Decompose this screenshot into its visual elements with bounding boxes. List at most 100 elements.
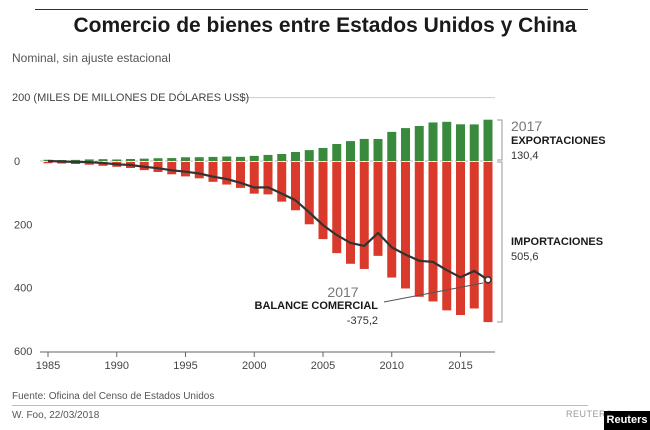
import-bar: [236, 162, 245, 188]
import-bar: [249, 162, 259, 194]
import-bar: [167, 162, 177, 175]
source-note: Fuente: Oficina del Censo de Estados Uni…: [12, 391, 215, 402]
y-axis-ticks: 0 200 400 600: [14, 156, 32, 358]
imports-label: IMPORTACIONES: [511, 236, 603, 248]
exports-value: 130,4: [511, 150, 539, 162]
x-tick-label: 1995: [173, 360, 197, 372]
import-bar: [57, 162, 67, 164]
export-bar: [318, 147, 328, 161]
export-bar: [98, 159, 108, 161]
import-bar: [318, 162, 328, 240]
x-axis: 1985 1990 1995 2000 2005 2010 2015: [36, 351, 495, 372]
x-tick-label: 1985: [36, 360, 60, 372]
export-bar: [222, 156, 232, 161]
export-bar: [208, 156, 218, 161]
export-bar: [442, 121, 452, 161]
exports-year: 2017: [511, 118, 542, 134]
export-bar: [43, 159, 53, 161]
gridlines: [40, 97, 495, 162]
exports-bracket: [497, 119, 503, 161]
export-bar: [139, 158, 149, 161]
export-bar: [167, 158, 177, 161]
export-bar: [387, 131, 397, 161]
x-tick-label: 2015: [448, 360, 472, 372]
balance-series: [47, 159, 492, 284]
import-bar: [373, 162, 383, 256]
import-bar: [291, 162, 300, 211]
export-bar: [483, 119, 493, 161]
chart-title: Comercio de bienes entre Estados Unidos …: [73, 14, 577, 37]
import-bar: [332, 162, 342, 254]
import-bar: [442, 162, 452, 311]
export-bar: [194, 157, 204, 161]
export-bar: [346, 141, 355, 161]
import-bar: [181, 162, 190, 177]
y-tick-label: 200: [14, 219, 32, 231]
export-bar: [373, 138, 383, 161]
import-bar: [346, 162, 355, 264]
chart-subtitle: Nominal, sin ajuste estacional: [12, 51, 171, 65]
export-bar: [359, 138, 369, 161]
import-bar: [483, 162, 493, 323]
export-bars: [43, 119, 493, 161]
balance-leader-line: [383, 282, 484, 303]
import-bar: [277, 162, 287, 202]
import-bar: [263, 162, 273, 195]
import-bar: [222, 162, 232, 185]
imports-bracket: [497, 161, 503, 323]
export-bar: [236, 156, 245, 161]
export-bar: [428, 122, 438, 161]
import-bar: [387, 162, 397, 278]
y-tick-label: 600: [14, 346, 32, 358]
import-bar: [414, 162, 424, 297]
import-bar: [469, 162, 479, 309]
imports-value: 505,6: [511, 251, 539, 263]
balance-value: -375,2: [347, 315, 378, 327]
balance-label: BALANCE COMERCIAL: [255, 300, 379, 312]
bottom-rule: [12, 405, 588, 406]
export-bar: [401, 128, 410, 161]
import-bar: [401, 162, 410, 289]
import-bar: [208, 162, 218, 182]
export-bar: [112, 159, 122, 161]
reuters-logo: Reuters: [604, 411, 650, 430]
import-bar: [359, 162, 369, 269]
x-tick-label: 2010: [380, 360, 404, 372]
import-bar: [456, 162, 465, 316]
y-tick-label: 0: [14, 156, 20, 168]
export-bar: [84, 159, 94, 161]
export-bar: [277, 154, 287, 161]
x-tick-label: 2005: [311, 360, 335, 372]
import-bar: [304, 162, 314, 225]
import-bar: [153, 162, 163, 172]
y-tick-label: 400: [14, 283, 32, 295]
y-axis-label: 200 (MILES DE MILLONES DE DÓLARES US$): [12, 91, 249, 104]
export-bar: [414, 126, 424, 161]
balance-line: [47, 159, 489, 281]
export-bar: [456, 124, 465, 161]
export-bar: [469, 124, 479, 161]
export-bar: [249, 155, 259, 161]
exports-label: EXPORTACIONES: [511, 135, 606, 147]
import-bars: [43, 162, 493, 323]
import-bar: [194, 162, 204, 179]
export-bar: [263, 154, 273, 161]
import-bar: [43, 162, 53, 164]
import-bar: [428, 162, 438, 302]
export-bar: [181, 157, 190, 161]
x-tick-label: 1990: [105, 360, 129, 372]
export-bar: [153, 158, 163, 161]
balance-endpoint: [484, 276, 492, 284]
export-bar: [291, 152, 300, 161]
export-bar: [71, 159, 80, 161]
reuters-watermark: REUTERS: [566, 409, 613, 419]
byline: W. Foo, 22/03/2018: [12, 410, 100, 421]
top-rule: [35, 9, 588, 10]
import-bar: [84, 162, 94, 165]
export-bar: [304, 150, 314, 161]
export-bar: [126, 159, 135, 161]
balance-year: 2017: [327, 284, 358, 300]
export-bar: [332, 143, 342, 161]
x-tick-label: 2000: [242, 360, 266, 372]
